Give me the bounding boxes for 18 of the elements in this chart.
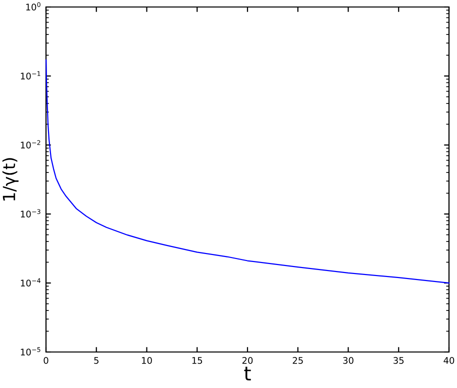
- line-series: [46, 60, 450, 284]
- x-tick-label: 10: [142, 357, 152, 364]
- y-tick-label: 10$^{0}$: [26, 2, 40, 10]
- y-tick-label: 10$^{−4}$: [20, 278, 40, 286]
- y-tick-label: 10$^{−1}$: [20, 71, 40, 80]
- y-tick-label: 10$^{−2}$: [20, 140, 40, 148]
- x-tick-label: 0: [44, 357, 48, 364]
- x-tick-label: 20: [242, 357, 253, 364]
- x-tick-label: 5: [94, 357, 98, 364]
- y-tick-label: 10$^{−5}$: [20, 347, 40, 356]
- x-tick-label: 35: [394, 357, 404, 364]
- y-axis-title: 1/γ(t): [2, 158, 19, 200]
- x-tick-label: 30: [343, 357, 354, 364]
- x-tick-label: 15: [192, 357, 202, 364]
- x-tick-label: 40: [444, 357, 454, 364]
- x-axis-title: t: [244, 366, 251, 380]
- x-tick-label: 25: [292, 357, 303, 364]
- y-tick-label: 10$^{−3}$: [20, 209, 40, 218]
